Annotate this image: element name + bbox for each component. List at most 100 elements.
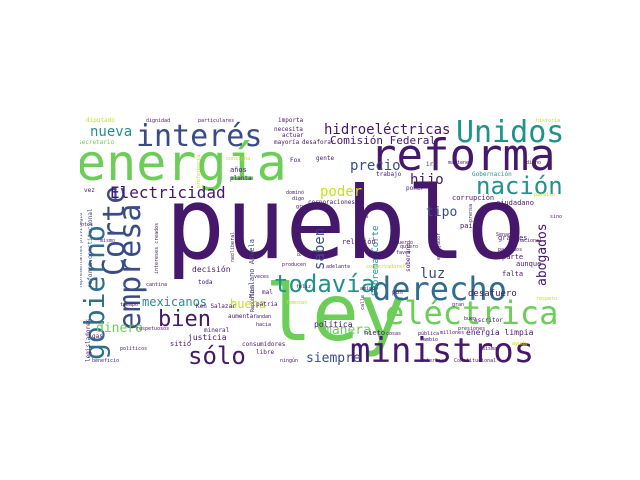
word-dignidad: dignidad: [146, 118, 170, 124]
word-politica: política: [314, 320, 353, 329]
word-adelante: adelante: [326, 264, 350, 270]
word-nacion: nación: [476, 172, 563, 200]
word-digo: digo: [292, 196, 304, 202]
word-millones: millones: [440, 330, 464, 336]
word-necesita: necesita: [274, 126, 303, 133]
word-gas: gas: [92, 333, 103, 340]
word-manera: manera: [324, 323, 371, 338]
word-desaforar: desaforar: [302, 139, 335, 146]
word-ningun: ningún: [280, 357, 298, 364]
word-electrica: eléctrica: [385, 294, 558, 332]
word-favor: favor: [396, 250, 411, 256]
word-neoliberal: neoliberal: [230, 232, 236, 262]
word-constitucional: Constitucional: [454, 358, 496, 364]
word-buen: buen: [464, 316, 476, 322]
word-suprema-corte: Suprema Corte: [371, 226, 381, 296]
word-ken-salazar: Ken Salazar: [196, 303, 236, 310]
word-veces: veces: [254, 274, 269, 280]
word-nacional: nacional: [518, 238, 542, 244]
word-famosas: famosas: [286, 300, 307, 306]
word-reforma-constitucional: reforma constitucional: [87, 208, 94, 288]
word-haciendo: haciendo: [302, 227, 331, 234]
word-andan: andan: [256, 314, 271, 320]
word-pon: pon: [392, 289, 403, 296]
word-cloud: pueblo ley energía reforma ministros eléctric…: [80, 110, 576, 370]
word-reforma: reforma: [370, 130, 555, 181]
word-importa: importa: [278, 117, 304, 124]
word-preferencia: preferencia: [196, 155, 202, 188]
word-votos: votos: [80, 222, 93, 228]
word-grandes: grandes: [498, 234, 528, 242]
word-electricidad: Electricidad: [110, 183, 226, 202]
word-consumidores: consumidores: [242, 341, 286, 348]
word-todavia: todavía: [274, 270, 375, 298]
word-feliz: feliz: [296, 284, 311, 290]
word-beneficio: beneficio: [92, 358, 119, 364]
word-hidroelectricas: hidroeléctricas: [324, 122, 450, 138]
word-partidos: partidos: [498, 247, 522, 253]
word-mayoria: mayoría: [274, 139, 300, 146]
word-representantes-privilegio: representantes privilegio: [80, 213, 84, 288]
word-decision: decisión: [192, 264, 231, 274]
word-ministros: ministros: [350, 331, 534, 370]
word-conservadores: conservadores: [366, 264, 405, 270]
word-dinero: dinero: [96, 321, 143, 336]
word-actuar: actuar: [282, 132, 304, 139]
word-consigna: consigna: [226, 156, 250, 162]
word-publica: pública: [418, 330, 439, 337]
word-gran: gran: [452, 302, 464, 308]
word-dicho: dicho: [526, 160, 541, 166]
word-cantina: cantina: [146, 282, 167, 288]
word-mantener: mantener: [448, 160, 472, 166]
word-derecho: derecho: [372, 270, 507, 308]
word-legisladores: legisladores: [85, 318, 92, 362]
word-planta: planta: [230, 175, 252, 182]
word-misma: misma: [482, 346, 497, 352]
word-calle: calle: [360, 295, 366, 310]
word-libre: libre: [256, 349, 274, 356]
word-grupo: grupo: [296, 204, 311, 210]
word-pais: país: [460, 222, 477, 230]
word-bien: bien: [158, 307, 211, 332]
word-falta: falta: [502, 270, 523, 278]
word-historia: historia: [536, 118, 560, 124]
word-agua: agua: [356, 214, 368, 220]
word-ciudadano: ciudadano: [496, 199, 534, 207]
word-respetuosos: respetuosos: [136, 326, 169, 332]
word-precio: precio: [350, 158, 401, 174]
word-anos: años: [230, 166, 247, 174]
word-saben: saben: [312, 228, 328, 270]
word-embajador: embajador: [436, 233, 442, 260]
word-ayuda: ayuda: [512, 341, 527, 347]
word-producen: producen: [282, 262, 306, 268]
word-poner: poner: [406, 185, 424, 192]
word-intereses: intereses: [420, 358, 447, 364]
word-fox: Fox: [290, 157, 301, 164]
word-paraiso: paraíso: [534, 191, 555, 198]
word-corte: Corte: [97, 186, 132, 276]
word-pronunciamiento: pronunciamiento: [296, 211, 302, 256]
word-desafuero: desafuero: [468, 289, 517, 299]
word-senado: Senado: [496, 232, 514, 238]
word-tipo: tipo: [426, 205, 457, 220]
word-toda: toda: [198, 279, 213, 286]
word-trabajo: trabajo: [376, 171, 402, 178]
word-respeto: respeto: [536, 296, 557, 302]
word-particulares: particulares: [198, 118, 234, 124]
word-aunque: aunque: [516, 260, 541, 268]
word-solo: sólo: [188, 342, 246, 370]
word-siempre: siempre: [306, 351, 361, 366]
word-presiones: presiones: [458, 326, 485, 332]
word-sitio: sitio: [170, 340, 191, 348]
word-amigo: amigo: [360, 286, 375, 292]
word-patria: patria: [256, 301, 278, 308]
word-mexicanos: mexicanos: [142, 295, 207, 309]
word-sino: sino: [550, 214, 562, 220]
word-gente: gente: [316, 155, 334, 162]
word-tiempo: tiempo: [120, 302, 138, 308]
word-energia-limpia: energía limpia: [466, 328, 534, 337]
word-pueblo: pueblo: [165, 165, 526, 282]
word-acuerdo: acuerdo: [392, 240, 413, 246]
word-secretario: secretario: [80, 139, 115, 146]
